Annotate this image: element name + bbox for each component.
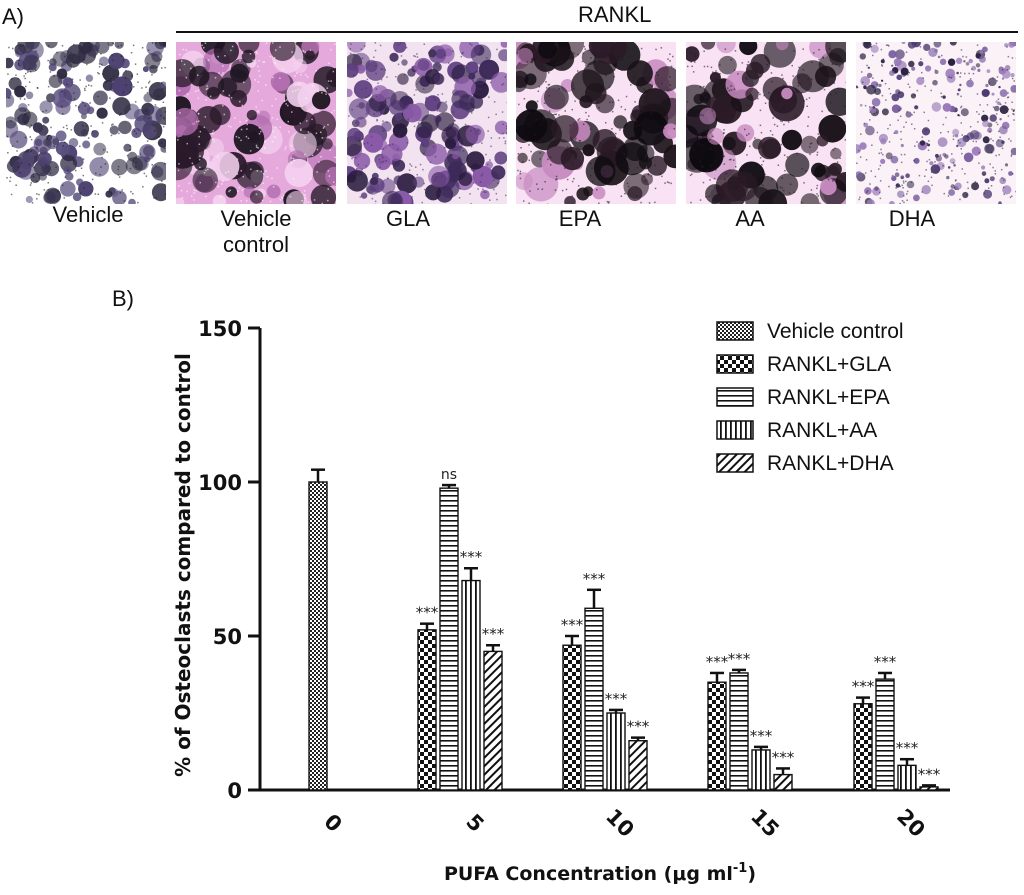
significance-label: *** <box>918 765 941 783</box>
x-tick-label: 20 <box>892 804 930 842</box>
legend-label: RANKL+EPA <box>767 386 890 409</box>
significance-label: *** <box>605 690 628 708</box>
significance-label: ns <box>441 467 457 483</box>
legend-label: RANKL+AA <box>767 419 877 442</box>
legend-swatch <box>716 354 754 374</box>
bar <box>919 786 939 791</box>
micrograph-caption-line1: AA <box>735 206 765 231</box>
significance-label: *** <box>874 653 897 671</box>
x-tick-label: 5 <box>461 809 488 836</box>
micrograph-caption: Vehicle <box>18 202 158 228</box>
significance-label: *** <box>416 604 439 622</box>
micrograph-image <box>6 42 166 204</box>
micrograph-image <box>686 42 846 204</box>
bar <box>751 749 771 791</box>
micrograph-caption-line1: DHA <box>888 206 936 231</box>
significance-label: *** <box>583 570 606 588</box>
bar <box>707 681 727 791</box>
micrograph-caption: Vehicle control <box>186 206 326 258</box>
micrograph-image <box>176 42 336 204</box>
rankl-group-label: RANKL <box>578 2 652 27</box>
bar <box>897 764 917 791</box>
bar <box>584 607 604 791</box>
significance-label: *** <box>896 739 919 757</box>
legend-swatch <box>716 420 754 440</box>
panel-b-letter: B) <box>112 286 134 311</box>
legend-swatch <box>716 453 754 473</box>
legend-swatch <box>716 321 754 341</box>
bar <box>875 678 895 791</box>
bar <box>461 579 481 791</box>
micrograph-caption: DHA <box>842 206 982 232</box>
bar <box>308 481 328 791</box>
significance-label: *** <box>772 748 795 766</box>
x-tick-label: 0 <box>319 809 346 836</box>
significance-label: *** <box>706 653 729 671</box>
significance-label: *** <box>728 650 751 668</box>
significance-label: *** <box>460 548 483 566</box>
x-tick-label: 10 <box>601 804 639 842</box>
bar <box>562 644 582 791</box>
panel-a-letter: A) <box>2 4 24 29</box>
bar <box>628 740 648 791</box>
bar <box>439 487 459 791</box>
bar <box>773 773 793 791</box>
legend-label: RANKL+DHA <box>767 452 894 475</box>
legend-swatch <box>716 387 754 407</box>
micrograph-caption-line1: Vehicle <box>52 202 124 227</box>
micrograph-image <box>516 42 676 204</box>
y-axis-title: % of Osteoclasts compared to control <box>171 353 195 777</box>
significance-label: *** <box>750 727 773 745</box>
significance-label: *** <box>561 616 584 634</box>
significance-label: *** <box>627 718 650 736</box>
micrograph-caption-line1: EPA <box>558 206 602 231</box>
bar <box>853 703 873 791</box>
y-tick-label: 50 <box>213 625 242 649</box>
x-axis-title: PUFA Concentration (μg ml-1) <box>444 861 756 885</box>
micrograph-caption: AA <box>680 206 820 232</box>
micrograph-caption-line1: GLA <box>385 206 431 231</box>
y-tick-label: 150 <box>198 317 242 341</box>
y-tick-label: 100 <box>198 471 242 495</box>
micrograph-caption: EPA <box>510 206 650 232</box>
legend-label: Vehicle control <box>767 320 904 343</box>
micrograph-caption-line2: control <box>222 232 290 257</box>
bar <box>729 672 749 791</box>
bar <box>417 629 437 791</box>
micrograph-image <box>856 42 1016 204</box>
legend-label: RANKL+GLA <box>767 353 891 376</box>
bar <box>606 712 626 791</box>
bar <box>483 650 503 791</box>
rankl-bracket-line <box>176 31 1018 33</box>
x-tick-label: 15 <box>746 804 784 842</box>
significance-label: *** <box>852 678 875 696</box>
micrograph-caption: GLA <box>338 206 478 232</box>
y-tick-label: 0 <box>227 779 242 803</box>
micrograph-caption-line1: Vehicle <box>220 206 292 231</box>
micrograph-image <box>347 42 507 204</box>
significance-label: *** <box>482 625 505 643</box>
